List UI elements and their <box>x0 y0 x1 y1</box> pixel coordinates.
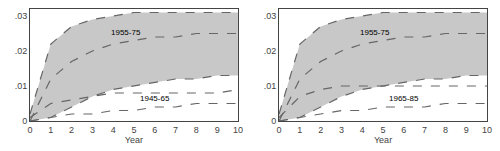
svg-text:6: 6 <box>152 125 157 135</box>
svg-text:9: 9 <box>215 125 220 135</box>
svg-text:0: 0 <box>271 116 276 126</box>
svg-text:7: 7 <box>173 125 178 135</box>
svg-text:.02: .02 <box>264 46 277 56</box>
svg-text:.01: .01 <box>15 81 28 91</box>
svg-text:8: 8 <box>443 125 448 135</box>
svg-text:.03: .03 <box>15 11 28 21</box>
svg-text:.03: .03 <box>264 11 277 21</box>
svg-text:2: 2 <box>318 125 323 135</box>
svg-text:8: 8 <box>194 125 199 135</box>
svg-text:.01: .01 <box>264 81 277 91</box>
svg-text:1: 1 <box>48 125 53 135</box>
svg-text:4: 4 <box>360 125 365 135</box>
svg-text:5: 5 <box>381 125 386 135</box>
svg-text:Year: Year <box>125 135 143 145</box>
svg-text:2: 2 <box>69 125 74 135</box>
svg-text:1: 1 <box>297 125 302 135</box>
svg-text:1955-75: 1955-75 <box>360 28 390 37</box>
svg-text:1965-85: 1965-85 <box>389 94 419 103</box>
svg-text:10: 10 <box>482 125 492 135</box>
svg-text:.02: .02 <box>15 46 28 56</box>
svg-text:3: 3 <box>90 125 95 135</box>
svg-text:3: 3 <box>339 125 344 135</box>
svg-text:4: 4 <box>111 125 116 135</box>
svg-text:10: 10 <box>233 125 243 135</box>
svg-text:0: 0 <box>27 125 32 135</box>
svg-text:1955-75: 1955-75 <box>111 28 141 37</box>
svg-text:6: 6 <box>401 125 406 135</box>
svg-text:0: 0 <box>22 116 27 126</box>
svg-text:5: 5 <box>131 125 136 135</box>
svg-text:7: 7 <box>422 125 427 135</box>
svg-text:Year: Year <box>374 135 392 145</box>
svg-text:9: 9 <box>464 125 469 135</box>
svg-text:1945-65: 1945-65 <box>140 94 170 103</box>
svg-text:0: 0 <box>277 125 282 135</box>
